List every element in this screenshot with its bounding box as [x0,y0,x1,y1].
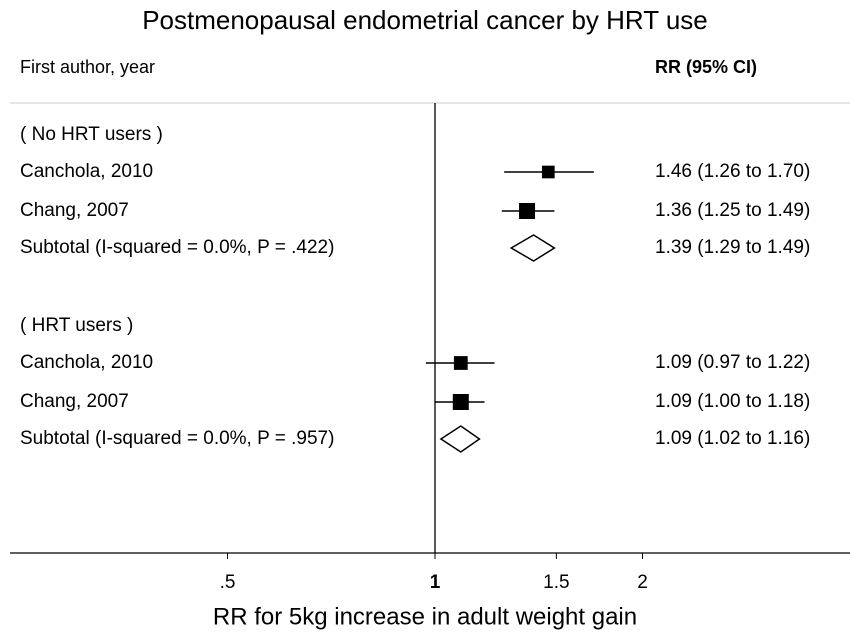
x-tick-label: 1 [430,572,441,593]
point-estimate [452,394,469,410]
subtotal-diamond [509,234,556,262]
column-label: RR (95% CI) [655,57,757,77]
value-label: 1.09 (1.00 to 1.18) [655,391,810,412]
subtotal-label: Subtotal (I-squared = 0.0%, P = .957) [20,428,334,449]
study-label: Chang, 2007 [20,200,129,221]
value-label: 1.46 (1.26 to 1.70) [655,161,810,182]
study-label: Canchola, 2010 [20,352,153,373]
point-estimate [541,165,555,179]
group-label: ( No HRT users ) [20,124,163,145]
subtotal-label: Subtotal (I-squared = 0.0%, P = .422) [20,237,334,258]
value-label: 1.39 (1.29 to 1.49) [655,237,810,258]
x-tick-label: 2 [637,572,648,593]
value-label: 1.09 (0.97 to 1.22) [655,352,810,373]
group-label: ( HRT users ) [20,315,133,336]
x-axis-label: RR for 5kg increase in adult weight gain [213,603,637,630]
study-label: Chang, 2007 [20,391,129,412]
x-tick-label: .5 [220,572,236,593]
value-label: 1.36 (1.25 to 1.49) [655,200,810,221]
column-label: First author, year [20,57,155,77]
x-tick-label: 1.5 [543,572,569,593]
value-label: 1.09 (1.02 to 1.16) [655,428,810,449]
point-estimate [519,203,536,219]
study-label: Canchola, 2010 [20,161,153,182]
subtotal-diamond [439,425,481,453]
chart-title: Postmenopausal endometrial cancer by HRT… [142,5,708,35]
point-estimate [453,356,468,370]
